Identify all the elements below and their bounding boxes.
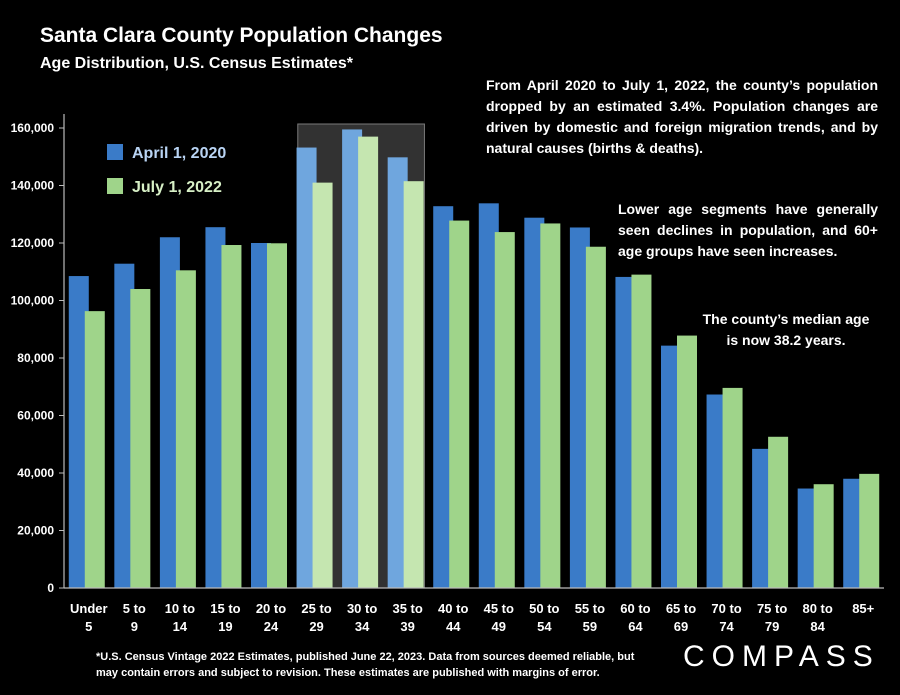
y-tick-label: 80,000 (17, 351, 54, 365)
bar-july-2022 (540, 223, 561, 588)
bar-april-2020 (706, 394, 727, 588)
x-tick-label: 45 to 49 (484, 601, 514, 634)
bar-july-2022 (859, 473, 880, 588)
annotation-age-trends: Lower age segments have generally seen d… (618, 201, 878, 259)
bar-april-2020 (387, 157, 408, 588)
bar-april-2020 (68, 276, 89, 588)
bar-april-2020 (569, 227, 590, 588)
bar-july-2022 (585, 246, 606, 589)
annotation-population-drop: From April 2020 to July 1, 2022, the cou… (486, 77, 878, 156)
bar-july-2022 (221, 245, 242, 588)
bar-april-2020 (797, 488, 818, 588)
bar-april-2020 (159, 237, 180, 588)
x-tick-label: 40 to 44 (438, 601, 468, 634)
bar-july-2022 (631, 274, 652, 588)
bar-july-2022 (358, 136, 379, 588)
bar-july-2022 (449, 220, 470, 588)
x-tick-label: 70 to 74 (711, 601, 741, 634)
bar-july-2022 (130, 289, 151, 588)
bar-april-2020 (114, 263, 135, 588)
x-tick-label: 5 to 9 (123, 601, 146, 634)
y-tick-label: 100,000 (11, 294, 55, 308)
legend-swatch-july-2022 (107, 178, 123, 194)
y-tick-label: 60,000 (17, 409, 54, 423)
x-tick-label: 20 to 24 (256, 601, 286, 634)
footnote: *U.S. Census Vintage 2022 Estimates, pub… (96, 651, 635, 679)
y-tick-label: 120,000 (11, 236, 55, 250)
bar-july-2022 (403, 181, 424, 588)
bar-april-2020 (524, 217, 545, 588)
bar-april-2020 (478, 203, 499, 588)
x-tick-label: 30 to 34 (347, 601, 377, 634)
x-tick-label: 35 to 39 (392, 601, 422, 634)
legend-label-april-2020: April 1, 2020 (132, 145, 226, 162)
bar-july-2022 (84, 311, 105, 588)
bar-july-2022 (494, 232, 515, 588)
bar-july-2022 (768, 436, 789, 588)
bar-april-2020 (296, 147, 317, 589)
bar-april-2020 (433, 206, 454, 588)
bar-july-2022 (267, 243, 287, 588)
annotation-median-age: The county’s median age is now 38.2 year… (702, 311, 870, 348)
bar-july-2022 (813, 484, 834, 588)
x-tick-label: 15 to 19 (210, 601, 240, 634)
x-tick-label: 85+ (852, 601, 874, 616)
x-tick-label: 75 to 79 (757, 601, 787, 634)
y-tick-label: 0 (47, 581, 54, 595)
x-tick-label: 25 to 29 (301, 601, 331, 634)
y-tick-label: 20,000 (17, 524, 54, 538)
bar-april-2020 (615, 276, 636, 588)
chart-title: Santa Clara County Population Changes (40, 24, 443, 47)
x-tick-label: 80 to 84 (802, 601, 832, 634)
bar-april-2020 (205, 227, 226, 588)
bar-april-2020 (752, 448, 773, 588)
y-tick-label: 40,000 (17, 466, 54, 480)
x-tick-label: 60 to 64 (620, 601, 650, 634)
bar-july-2022 (312, 182, 333, 588)
x-tick-label: 55 to 59 (575, 601, 605, 634)
bar-april-2020 (843, 478, 864, 588)
bar-july-2022 (722, 387, 743, 588)
x-tick-label: 10 to 14 (165, 601, 195, 634)
bar-july-2022 (175, 270, 196, 588)
legend-label-july-2022: July 1, 2022 (132, 179, 222, 196)
y-tick-label: 160,000 (11, 121, 55, 135)
compass-logo: COMPASS (683, 640, 880, 673)
x-tick-label: 65 to 69 (666, 601, 696, 634)
x-tick-label: 50 to 54 (529, 601, 559, 634)
x-tick-label: Under 5 (70, 601, 108, 634)
chart-subtitle: Age Distribution, U.S. Census Estimates* (40, 55, 353, 72)
y-tick-label: 140,000 (11, 179, 55, 193)
legend-swatch-april-2020 (107, 144, 123, 160)
bar-april-2020 (342, 129, 363, 588)
bar-april-2020 (251, 243, 271, 588)
bar-april-2020 (661, 345, 681, 588)
bar-july-2022 (677, 335, 697, 588)
